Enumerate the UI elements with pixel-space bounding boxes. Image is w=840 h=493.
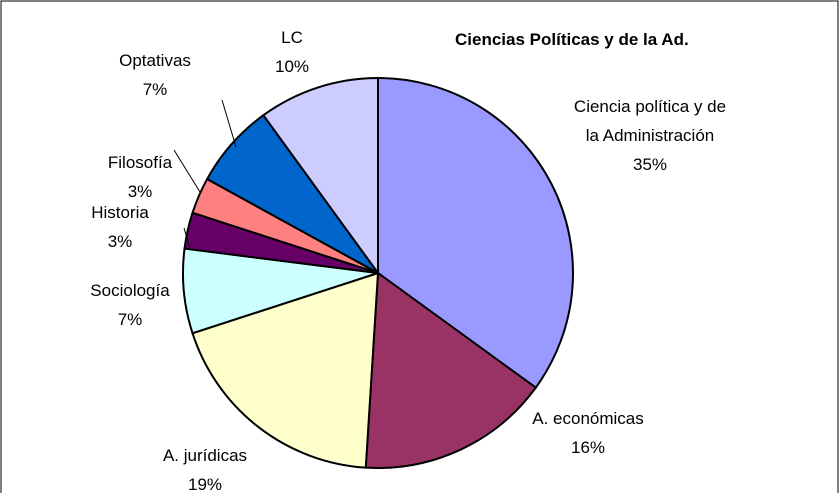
slice-label: Ciencia política y de la Administración 3… xyxy=(565,92,735,179)
value-label: 35% xyxy=(632,155,668,174)
slice-label: Optativas 7% xyxy=(100,46,210,104)
value-label: 3% xyxy=(127,182,153,201)
slice-label: Filosofía 3% xyxy=(90,148,190,206)
value-label: 7% xyxy=(117,310,143,329)
value-label: 16% xyxy=(570,438,606,457)
value-label: 10% xyxy=(274,57,310,76)
leader-lines xyxy=(173,99,237,249)
pie-slice xyxy=(191,271,380,469)
pie-slice xyxy=(261,76,379,277)
category-label: Ciencia política y de la Administración xyxy=(573,97,727,145)
category-label: LC xyxy=(281,28,303,47)
category-label: Historia xyxy=(91,203,149,222)
slice-label: Sociología 7% xyxy=(70,276,190,334)
category-label: A. jurídicas xyxy=(162,446,248,465)
leader-line xyxy=(183,227,191,249)
slice-label: A. económicas 16% xyxy=(503,404,673,462)
slice-label: A. jurídicas 19% xyxy=(130,441,280,493)
category-label: Sociología xyxy=(90,281,170,300)
category-label: A. económicas xyxy=(532,409,644,428)
slice-label: Historia 3% xyxy=(70,198,170,256)
value-label: 19% xyxy=(187,475,223,493)
leader-line xyxy=(221,99,237,148)
chart-title: Ciencias Políticas y de la Ad. xyxy=(455,30,689,49)
slice-label: LC 10% xyxy=(252,23,332,81)
leader-line xyxy=(173,149,201,193)
category-label: Filosofía xyxy=(107,153,173,172)
pie-slice xyxy=(364,271,538,469)
value-label: 7% xyxy=(142,80,168,99)
value-label: 3% xyxy=(107,232,133,251)
pie-slice xyxy=(377,76,574,390)
category-label: Optativas xyxy=(119,51,191,70)
